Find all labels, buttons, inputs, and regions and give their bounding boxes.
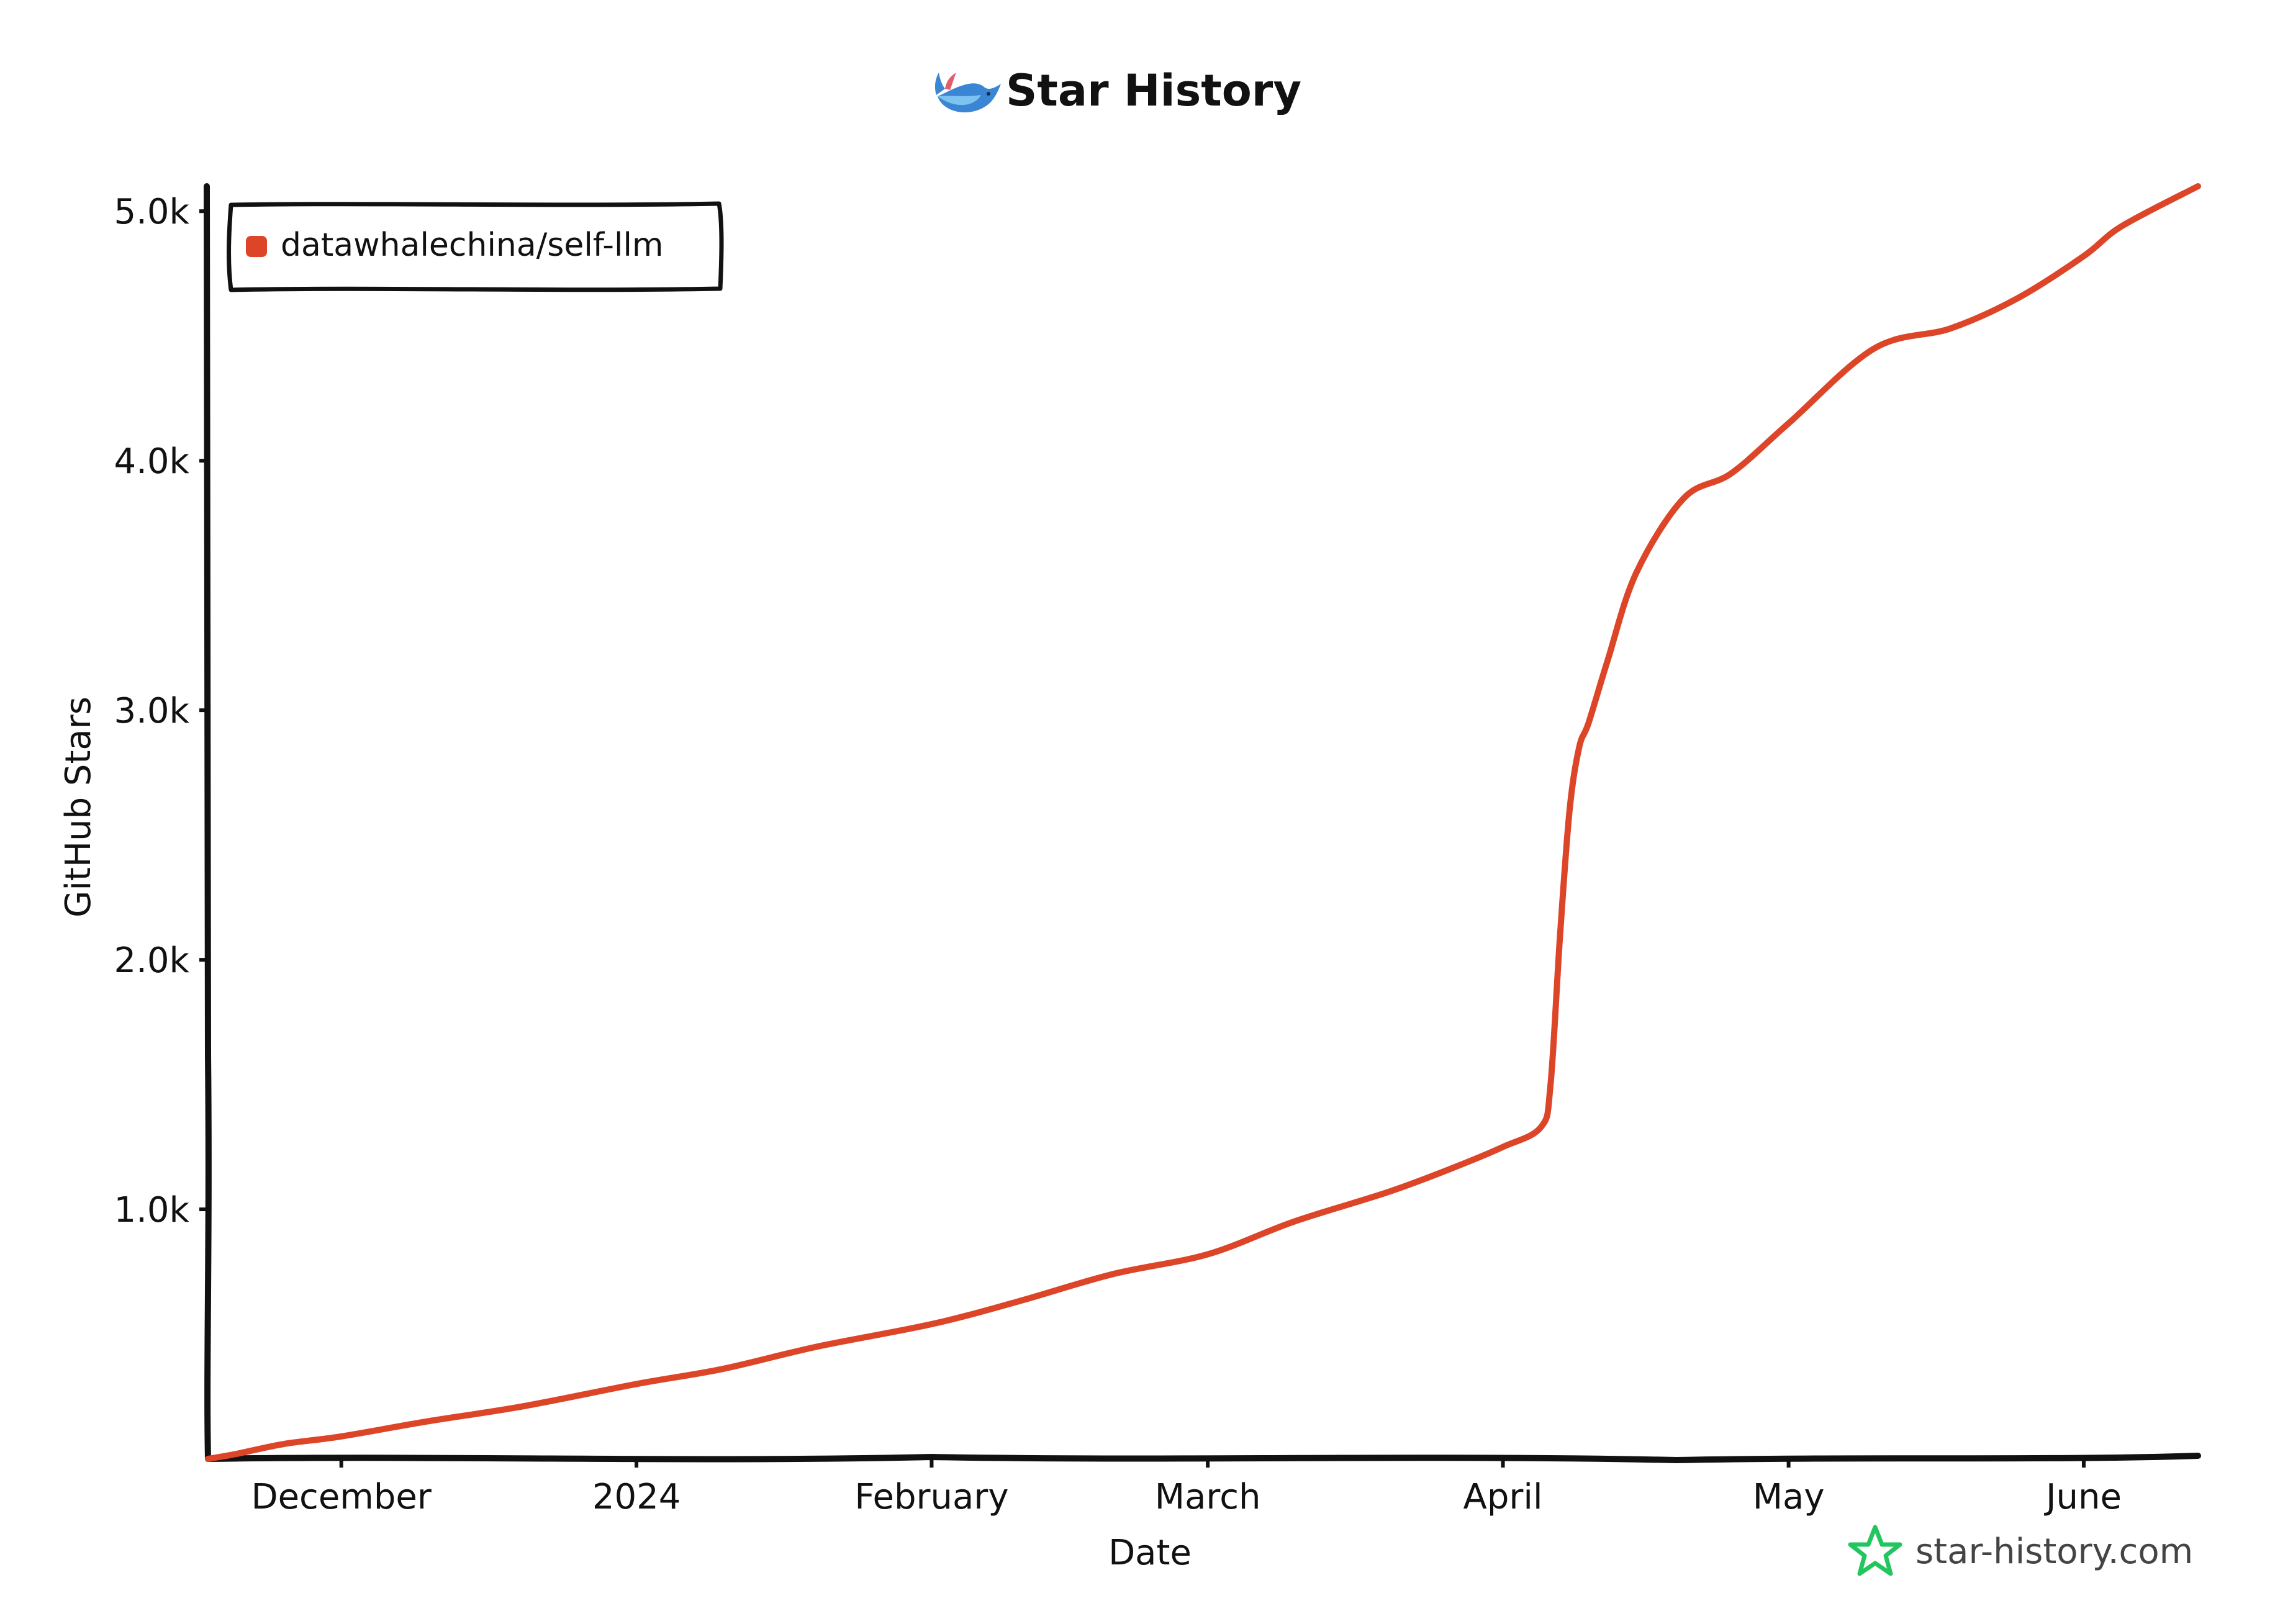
y-tick-label: 3.0k [114,691,190,731]
x-tick-label: April [1463,1477,1543,1517]
legend-label: datawhalechina/self-llm [281,227,664,264]
chart-header: Star History [934,65,1301,116]
y-tick-label: 2.0k [114,941,190,981]
y-axis-label: GitHub Stars [58,697,99,918]
y-tick-label: 4.0k [114,441,190,482]
chart-title: Star History [1006,65,1301,116]
watermark[interactable]: star-history.com [1848,1525,2193,1576]
series-line[interactable] [205,183,2201,1462]
star-icon [1848,1525,1902,1576]
legend-box [227,201,724,292]
x-tick-label: June [2044,1477,2122,1517]
x-tick-label: 2024 [592,1477,681,1517]
whale-icon [934,73,1001,113]
x-tick-label: March [1155,1477,1261,1517]
legend-swatch [246,236,267,257]
x-tick-label: December [251,1477,432,1517]
y-tick-label: 1.0k [114,1190,190,1230]
y-axis-line [203,183,212,1462]
y-axis-ticks: 1.0k 2.0k 3.0k 4.0k 5.0k [114,192,208,1230]
series-layer [205,183,2201,1462]
x-tick-label: May [1753,1477,1825,1517]
x-axis-label: Date [1108,1533,1192,1573]
axes [203,183,2201,1464]
legend[interactable]: datawhalechina/self-llm [227,201,724,292]
y-tick-label: 5.0k [114,192,190,232]
watermark-text: star-history.com [1915,1532,2193,1572]
x-axis-ticks: December 2024 February March April May June [251,1459,2122,1517]
x-tick-label: February [854,1477,1008,1517]
x-axis-line [205,1453,2201,1464]
